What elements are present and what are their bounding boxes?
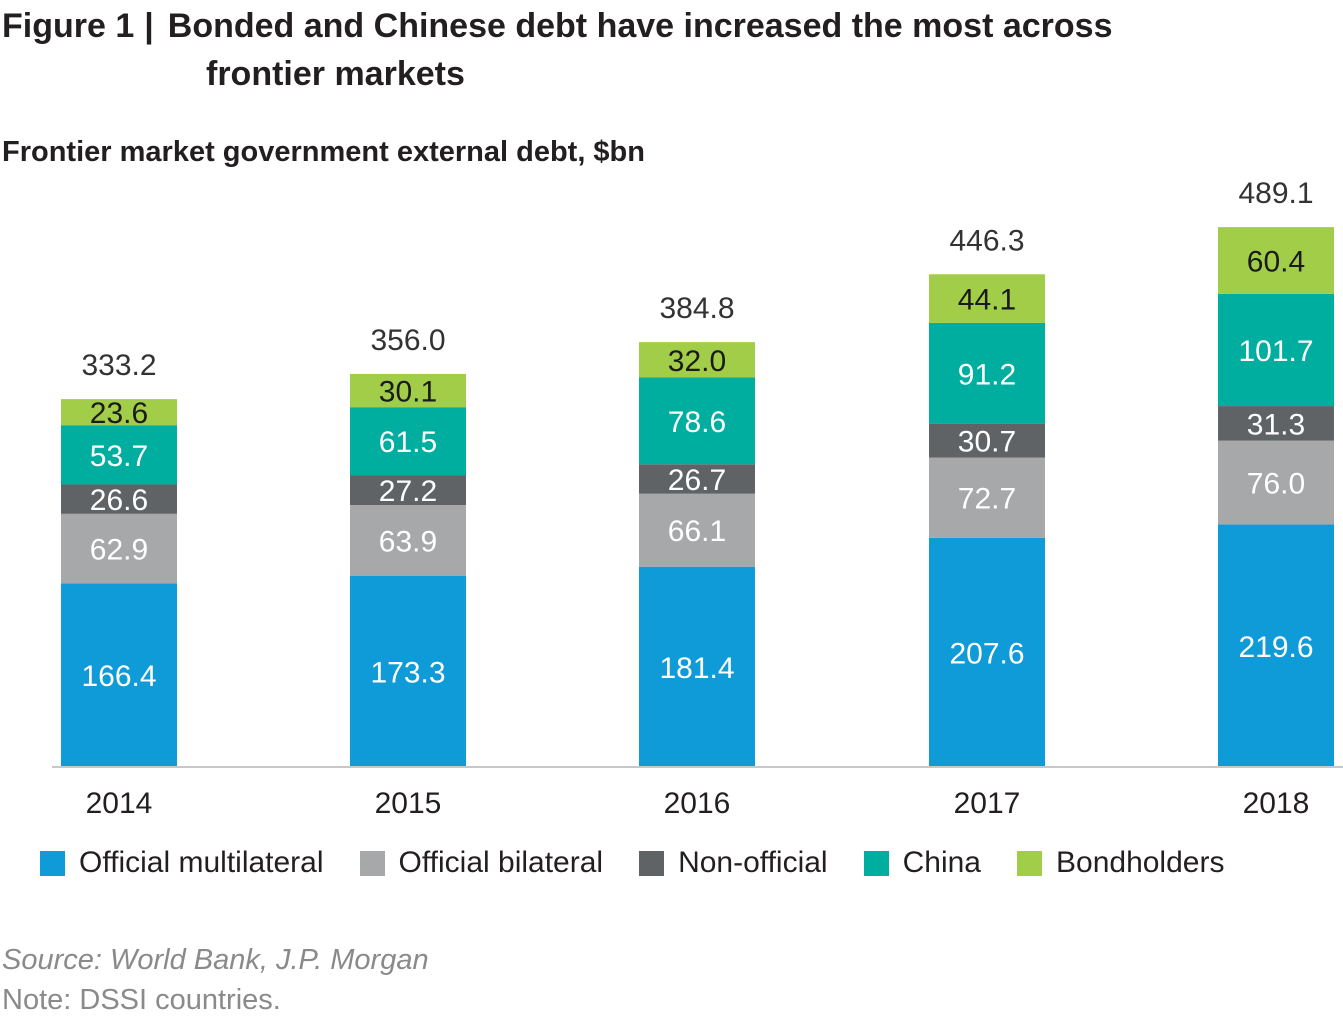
bar-segment [929, 423, 1045, 458]
bar-segment [61, 399, 177, 426]
title-separator: | [144, 7, 154, 45]
data-label: 173.3 [370, 656, 445, 689]
data-label: 219.6 [1238, 631, 1313, 664]
legend-label: Non-official [678, 846, 828, 879]
data-label: 166.4 [81, 660, 156, 693]
legend-item: China [863, 846, 981, 880]
bar-segment [929, 457, 1045, 538]
total-label: 446.3 [949, 224, 1024, 257]
data-label: 61.5 [379, 426, 437, 459]
legend-swatch [359, 850, 385, 876]
data-label: 207.6 [949, 637, 1024, 670]
bar-segment [350, 407, 466, 476]
bar-segment [639, 566, 755, 767]
bar-segment [1218, 293, 1334, 407]
x-tick-label: 2014 [86, 787, 153, 820]
data-label: 53.7 [90, 440, 148, 473]
bar-segment [1218, 406, 1334, 441]
figure-number: Figure 1 [2, 7, 135, 45]
bar-segment [350, 475, 466, 506]
legend-label: Official multilateral [79, 846, 324, 879]
chart-title: Figure 1 | Bonded and Chinese debt have in… [2, 2, 1113, 93]
legend-label: Bondholders [1056, 846, 1225, 879]
title-line-1: Bonded and Chinese debt have increased t… [167, 7, 1113, 45]
data-label: 31.3 [1247, 408, 1305, 441]
data-label: 63.9 [379, 525, 437, 558]
bar-segment [1218, 440, 1334, 525]
legend-item: Non-official [639, 846, 828, 880]
data-label: 32.0 [668, 345, 726, 378]
bar-segment [929, 274, 1045, 323]
bar-segment [929, 537, 1045, 767]
legend-item: Official bilateral [359, 846, 604, 880]
legend-item: Official multilateral [40, 846, 324, 880]
data-label: 78.6 [668, 406, 726, 439]
bar-segment [639, 464, 755, 494]
data-label: 60.4 [1247, 245, 1305, 278]
x-tick-label: 2015 [375, 787, 442, 820]
legend-label: China [902, 846, 981, 879]
x-tick-label: 2018 [1243, 787, 1310, 820]
chart-subtitle: Frontier market government external debt… [2, 136, 645, 168]
data-label: 66.1 [668, 515, 726, 548]
legend-label: Official bilateral [398, 846, 604, 879]
data-label: 23.6 [90, 397, 148, 430]
data-label: 181.4 [659, 652, 734, 685]
source-text: Source: World Bank, J.P. Morgan [2, 944, 429, 976]
bar-segment [639, 342, 755, 378]
legend-item: Bondholders [1017, 846, 1224, 880]
legend: Official multilateral Official bilateral N… [40, 846, 1260, 880]
total-label: 356.0 [370, 324, 445, 357]
bar-segment [929, 322, 1045, 424]
total-label: 333.2 [81, 349, 156, 382]
bar-segment [639, 377, 755, 465]
bar-segment [1218, 227, 1334, 294]
legend-swatch [1017, 850, 1042, 876]
data-label: 101.7 [1238, 335, 1313, 368]
bar-segment [61, 425, 177, 485]
bar-segment [61, 583, 177, 767]
note-text: Note: DSSI countries. [2, 984, 281, 1016]
legend-swatch [40, 850, 65, 876]
data-label: 62.9 [90, 534, 148, 567]
data-label: 27.2 [379, 475, 437, 508]
data-label: 30.7 [958, 426, 1016, 459]
data-label: 26.7 [668, 464, 726, 497]
x-tick-label: 2017 [954, 787, 1021, 820]
total-label: 489.1 [1238, 177, 1313, 210]
data-label: 91.2 [958, 358, 1016, 391]
bar-segment [1218, 524, 1334, 767]
data-label: 72.7 [958, 483, 1016, 516]
title-line-2: frontier markets [206, 55, 465, 93]
legend-swatch [863, 850, 889, 876]
legend-swatch [639, 850, 665, 876]
bar-segment [350, 575, 466, 767]
data-label: 44.1 [958, 284, 1016, 317]
data-label: 26.6 [90, 484, 148, 517]
bar-segment [61, 513, 177, 584]
bar-segment [639, 493, 755, 567]
bar-segment [61, 484, 177, 514]
data-label: 76.0 [1247, 468, 1305, 501]
bar-segment [350, 373, 466, 408]
bar-segment [350, 505, 466, 576]
total-label: 384.8 [659, 292, 734, 325]
x-tick-label: 2016 [664, 787, 731, 820]
data-label: 30.1 [379, 376, 437, 409]
